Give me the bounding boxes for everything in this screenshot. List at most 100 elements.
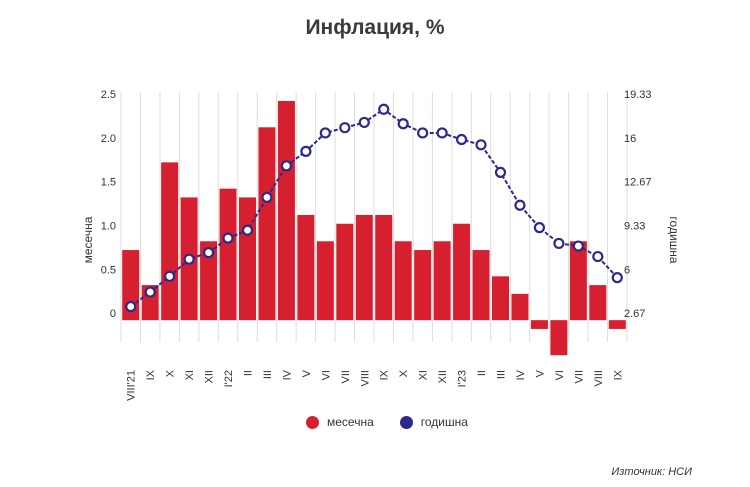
point-annual [553, 237, 565, 250]
bar-monthly [550, 320, 568, 356]
x-tick-label: VII [340, 370, 352, 383]
x-tick-label: VIII [593, 370, 605, 387]
right-tick-label: 19.33 [624, 89, 652, 101]
point-annual [514, 199, 526, 211]
point-annual [358, 116, 370, 129]
bar-monthly [239, 197, 256, 321]
point-annual [378, 103, 390, 115]
x-tick-label: IV [281, 369, 293, 380]
bar-monthly [258, 127, 276, 321]
x-tick-label: XII [437, 370, 449, 383]
point-annual [592, 250, 604, 263]
x-tick-label: III [262, 370, 274, 379]
point-annual [475, 139, 487, 151]
x-tick-label: III [496, 370, 508, 379]
bar-monthly [316, 241, 334, 321]
point-annual [164, 270, 176, 282]
bar-monthly [375, 214, 393, 321]
left-tick-label: 1.0 [101, 221, 116, 233]
point-annual [611, 272, 623, 284]
point-annual [417, 127, 429, 139]
bar-monthly [472, 250, 490, 321]
x-tick-label: IX [379, 369, 391, 380]
point-annual [261, 191, 273, 203]
bar-monthly [453, 223, 471, 321]
point-annual [202, 247, 215, 259]
left-tick-label: 1.5 [101, 177, 116, 189]
point-annual [144, 286, 156, 298]
bar-monthly [161, 162, 179, 321]
left-axis-ticks: 0 0.5 1.0 1.5 2.0 2.5 [101, 89, 116, 320]
right-axis-title: годишна [667, 216, 681, 263]
legend-label-monthly: месечна [327, 415, 374, 429]
x-tick-label: IX [612, 369, 624, 380]
bar-monthly [219, 188, 237, 321]
point-annual [572, 240, 584, 252]
bar-monthly [355, 214, 373, 321]
x-tick-label: IV [515, 369, 527, 380]
bar-monthly [414, 250, 432, 321]
grid-lines [120, 92, 628, 342]
legend-item-monthly: месечна [306, 415, 374, 429]
right-tick-label: 6 [624, 264, 630, 276]
right-tick-label: 12.67 [624, 177, 652, 189]
legend-label-annual: годишна [420, 415, 468, 429]
bar-series [122, 101, 626, 356]
point-annual [339, 122, 351, 134]
bar-monthly [297, 214, 315, 321]
left-tick-label: 0.5 [101, 264, 116, 276]
bar-monthly [336, 223, 354, 321]
right-axis-ticks: 2.67 6 9.33 12.67 16 19.33 [624, 89, 652, 320]
right-tick-label: 16 [624, 133, 636, 145]
right-tick-label: 9.33 [624, 221, 645, 233]
x-tick-label: IX [145, 369, 157, 380]
bar-monthly [608, 320, 626, 329]
x-tick-label: XI [184, 370, 196, 380]
bar-monthly [277, 101, 295, 321]
x-tick-label: VIII'21 [126, 370, 138, 401]
x-tick-label: I'22 [223, 370, 235, 387]
bar-monthly [511, 293, 529, 321]
bar-monthly [122, 250, 140, 321]
x-tick-label: VIII [359, 370, 371, 387]
line-series [125, 103, 623, 313]
point-annual [300, 145, 312, 157]
legend: месечна годишна [306, 415, 494, 429]
bar-monthly [589, 285, 607, 321]
bar-monthly [492, 276, 509, 321]
x-tick-label: VI [554, 370, 566, 380]
point-annual [436, 127, 448, 139]
x-axis-ticks: VIII'21 IX X XI XII I'22 II III IV V VI VII VIII IX X X… [126, 369, 625, 401]
point-annual [183, 253, 195, 265]
left-tick-label: 2.0 [101, 133, 116, 145]
x-tick-label: V [534, 369, 546, 377]
left-tick-label: 0 [110, 308, 116, 320]
point-annual [319, 127, 331, 139]
x-tick-label: II [476, 370, 488, 376]
right-tick-label: 2.67 [624, 308, 645, 320]
point-annual [455, 133, 468, 146]
x-tick-label: XI [418, 370, 430, 380]
left-tick-label: 2.5 [101, 89, 116, 101]
point-annual [222, 232, 234, 244]
legend-swatch-annual [399, 415, 413, 429]
x-tick-label: I'23 [457, 370, 469, 387]
point-annual [280, 160, 293, 172]
point-annual [494, 166, 507, 179]
source-note: Източник: НСИ [611, 466, 692, 478]
x-tick-label: II [243, 370, 255, 376]
x-tick-label: X [398, 369, 410, 377]
x-tick-label: VI [320, 370, 332, 380]
chart-title: Инфлация, % [305, 16, 445, 39]
bar-monthly [530, 320, 548, 329]
point-annual [397, 118, 409, 130]
point-annual [241, 224, 254, 236]
x-tick-label: XII [204, 370, 216, 383]
bar-monthly [394, 241, 412, 321]
legend-item-annual: годишна [399, 415, 468, 429]
bar-monthly [200, 241, 218, 321]
bar-monthly [433, 241, 451, 321]
legend-swatch-monthly [306, 415, 319, 429]
point-annual [125, 300, 137, 313]
